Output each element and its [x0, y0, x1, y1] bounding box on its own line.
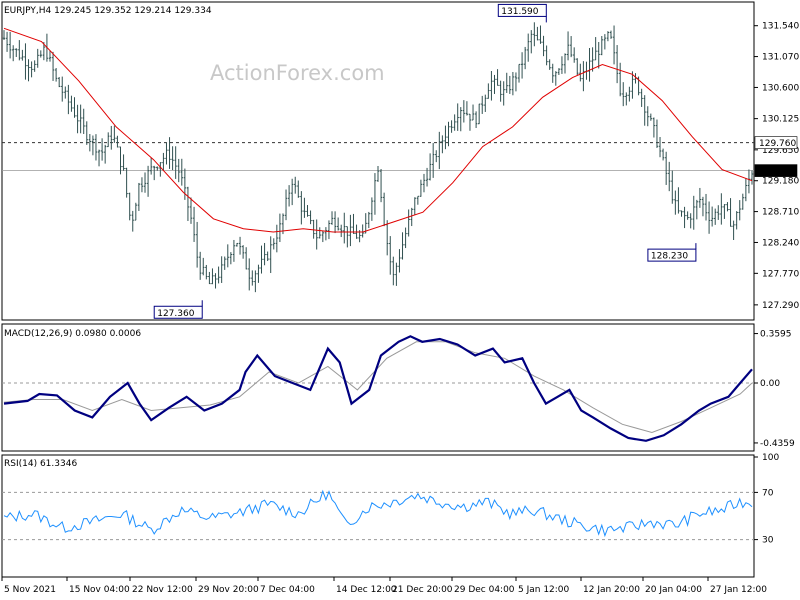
watermark: ActionForex.com [210, 61, 385, 85]
price-panel-frame [1, 1, 755, 321]
annotation-label: 127.360 [157, 309, 194, 319]
time-tick-label: 20 Jan 04:00 [645, 585, 702, 595]
annotation-box [647, 248, 697, 262]
price-axis: 131.540 131.070 130.600 130.125 129.650 129.1… [754, 22, 799, 311]
price-tick-label: 128.710 [762, 208, 799, 218]
price-tick-label: 127.770 [762, 269, 799, 279]
rsi-tick-label: 70 [762, 488, 774, 498]
price-tick-label: 131.070 [762, 53, 799, 63]
macd-tick-label: -0.4359 [760, 439, 795, 449]
current-price-tag-box [754, 164, 798, 177]
rsi-line [3, 489, 753, 538]
rsi-tick-label: 100 [762, 453, 779, 463]
macd-panel-frame [1, 323, 755, 452]
annotation-label: 131.590 [501, 7, 538, 17]
time-tick-label: 7 Dec 04:00 [260, 585, 315, 595]
annotation-box [497, 3, 547, 17]
resistance-tag-box [754, 136, 798, 149]
resistance-tag: 129.760 [759, 139, 796, 149]
price-panel: ActionForex.com EURJPY,H4 129.245 129.35… [1, 1, 799, 321]
macd-tick-label: 0.00 [760, 379, 780, 389]
time-tick-label: 29 Dec 04:00 [454, 585, 515, 595]
price-tags: 129.760 129.334 [754, 136, 798, 177]
time-tick-label: 14 Dec 12:00 [336, 585, 397, 595]
price-tick-label: 127.290 [762, 301, 799, 311]
price-annotations: 131.590 127.360 128.230 [153, 3, 697, 319]
current-price-tag: 129.334 [759, 167, 796, 177]
time-tick-label: 5 Nov 2021 [4, 585, 56, 595]
price-tick-label: 129.650 [762, 146, 799, 156]
time-tick-label: 5 Jan 12:00 [518, 585, 570, 595]
price-tick-label: 129.180 [762, 177, 799, 187]
macd-header: MACD(12,26,9) 0.0980 0.0006 [4, 329, 141, 339]
rsi-panel: RSI(14) 61.3346 100 70 30 [1, 453, 779, 578]
rsi-panel-frame [1, 454, 755, 578]
rsi-tick-label: 30 [762, 536, 774, 546]
time-tick-label: 29 Nov 20:00 [198, 585, 259, 595]
macd-main-line [3, 335, 753, 442]
moving-average-line [3, 27, 753, 233]
price-tick-label: 128.240 [762, 238, 799, 248]
annotation-box [153, 305, 203, 319]
price-tick-label: 130.125 [762, 115, 799, 125]
time-tick-label: 15 Nov 04:00 [69, 585, 130, 595]
annotation-label: 128.230 [651, 252, 688, 262]
time-tick-label: 21 Dec 20:00 [392, 585, 453, 595]
macd-axis: 0.3595 0.00 -0.4359 [2, 330, 795, 449]
macd-tick-label: 0.3595 [760, 330, 792, 340]
time-tick-label: 22 Nov 12:00 [132, 585, 193, 595]
macd-signal-line [3, 341, 753, 434]
rsi-header: RSI(14) 61.3346 [4, 459, 77, 469]
price-header: EURJPY,H4 129.245 129.352 129.214 129.33… [4, 6, 212, 16]
macd-panel: MACD(12,26,9) 0.0980 0.0006 0.3595 0.00 -0… [1, 323, 795, 452]
price-tick-label: 131.540 [762, 22, 799, 32]
candle-series [2, 22, 754, 293]
rsi-axis: 100 70 30 [2, 453, 779, 546]
time-axis: 5 Nov 2021 15 Nov 04:00 22 Nov 12:00 29 Nov… [1, 577, 767, 595]
time-tick-label: 12 Jan 20:00 [583, 585, 640, 595]
price-tick-label: 130.600 [762, 83, 799, 93]
time-tick-label: 27 Jan 12:00 [710, 585, 767, 595]
